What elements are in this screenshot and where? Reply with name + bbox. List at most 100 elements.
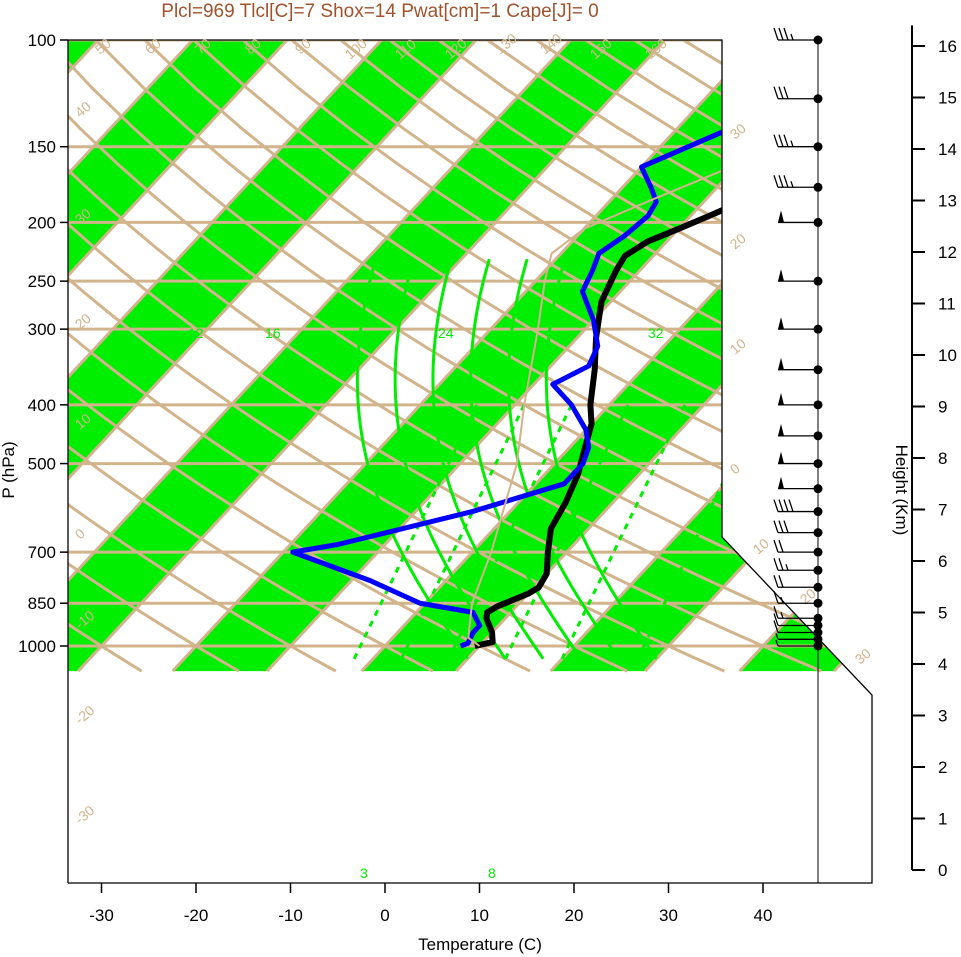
dewpoint-line [290, 40, 872, 649]
wind-barb-pennant [778, 210, 784, 223]
height-tick-label: 7 [938, 501, 947, 520]
wind-barb-pennant [778, 269, 784, 282]
wind-barb-flag [778, 558, 784, 571]
band-strip [739, 40, 872, 672]
pressure-tick-label: 700 [28, 543, 56, 562]
temperature-axis: -30 -20 -10 0 10 20 30 40 [89, 883, 772, 925]
moist-adiabat-line [507, 258, 620, 660]
temperature-tick-label: 40 [754, 906, 773, 925]
height-tick-label: 8 [938, 449, 947, 468]
height-tick-label: 9 [938, 398, 947, 417]
wind-barb-flag [773, 520, 779, 533]
dry-adiabat-line [68, 40, 143, 673]
pressure-tick-label: 150 [28, 138, 56, 157]
isotherm-label: 130 [492, 30, 520, 57]
wind-barb-flag [773, 620, 779, 633]
height-tick-label: 0 [938, 861, 947, 880]
wind-barb-halfflag [790, 181, 794, 188]
height-tick-label: 16 [938, 37, 957, 56]
temperature-tick-label: -30 [89, 906, 114, 925]
dry-adiabat-line [68, 40, 822, 673]
height-tick-label: 6 [938, 552, 947, 571]
y-axis-label: P (hPa) [0, 441, 18, 498]
height-axis-label: Height (Km) [892, 445, 911, 536]
mixing-ratio-label: 3 [360, 865, 368, 881]
wind-barb-flag [773, 575, 779, 588]
wind-barb-flag [773, 606, 779, 619]
x-axis-label: Temperature (C) [418, 935, 542, 954]
temperature-tick-label: -10 [278, 906, 303, 925]
isotherm-line [68, 40, 532, 673]
isotherm-label: -30 [72, 802, 98, 827]
band-strip [68, 40, 531, 672]
height-tick-label: 12 [938, 243, 957, 262]
pressure-tick-label: 500 [28, 455, 56, 474]
mixing-ratio-label: 12 [188, 325, 204, 341]
isotherm-line [68, 40, 438, 673]
sounding-series [290, 40, 872, 649]
wind-barb-halfflag [780, 612, 784, 619]
wind-barb-flag [783, 134, 789, 147]
wind-barb-pennant [778, 317, 784, 330]
isotherm-label: 30 [852, 645, 874, 667]
parcel-line [467, 40, 872, 647]
dry-adiabat-line [226, 40, 872, 673]
moist-adiabat-line [469, 258, 583, 660]
wind-barb-flag [773, 27, 779, 41]
dry-adiabat-line [180, 40, 872, 673]
dry-adiabat-line [134, 40, 872, 673]
height-tick-label: 14 [938, 140, 957, 159]
height-tick-label: 11 [938, 295, 956, 314]
temperature-tick-label: 10 [470, 906, 489, 925]
pressure-axis: 100 150 200 250 300 400 500 700 850 1000 [18, 31, 68, 656]
mixing-ratio-label: 8 [488, 865, 496, 881]
mixing-ratio-label: 24 [438, 325, 454, 341]
wind-barb-flag [773, 499, 779, 512]
dry-adiabat-line [68, 40, 872, 673]
moist-adiabat-line [544, 258, 658, 660]
dry-adiabat-line [68, 40, 531, 673]
dry-adiabat-line [272, 40, 872, 673]
isotherm-label: 10 [727, 335, 749, 357]
dry-adiabat-line [88, 40, 872, 673]
wind-barb-halfflag [775, 639, 779, 647]
pressure-tick-label: 1000 [18, 637, 56, 656]
temperature-tick-label: 0 [380, 906, 389, 925]
wind-barb-halfflag [790, 33, 794, 41]
wind-profile [773, 27, 823, 883]
wind-barb-flag [783, 520, 789, 533]
wind-barb-flag [778, 499, 784, 512]
isotherm-line [68, 40, 249, 673]
wind-barb-flag [783, 27, 789, 41]
temperature-tick-label: 30 [659, 906, 678, 925]
wind-barb-halfflag [780, 597, 784, 604]
wind-barb-flag [773, 558, 779, 571]
wind-barb-flag [778, 175, 784, 188]
height-tick-label: 5 [938, 604, 947, 623]
wind-barb-flag [783, 86, 789, 99]
chart-title: Plcl=969 Tlcl[C]=7 Shox=14 Pwat[cm]=1 Ca… [161, 1, 598, 22]
isotherm-label: 30 [727, 120, 749, 142]
mixing-ratio-labels: 12 16 24 32 3 8 [188, 325, 664, 881]
band-strip [68, 40, 342, 672]
band-strip [68, 40, 720, 672]
temperature-tick-label: 20 [565, 906, 584, 925]
wind-barb-flag [773, 175, 779, 188]
isotherm-line [68, 40, 343, 673]
pressure-tick-label: 400 [28, 396, 56, 415]
height-tick-label: 10 [938, 346, 957, 365]
wind-barb-flag [783, 175, 789, 188]
wind-barb-pennant [778, 423, 784, 436]
wind-barb-flag [788, 499, 794, 512]
temperature-line [474, 40, 872, 649]
wind-barb-pennant [778, 392, 784, 405]
height-tick-label: 15 [938, 89, 957, 108]
height-tick-label: 13 [938, 192, 957, 211]
isotherm-label: 0 [727, 460, 743, 477]
isotherm-label: -20 [72, 702, 98, 727]
wind-barb-pennant [778, 357, 784, 370]
moist-adiabat-line [355, 258, 469, 660]
wind-barb-flag [773, 134, 779, 147]
